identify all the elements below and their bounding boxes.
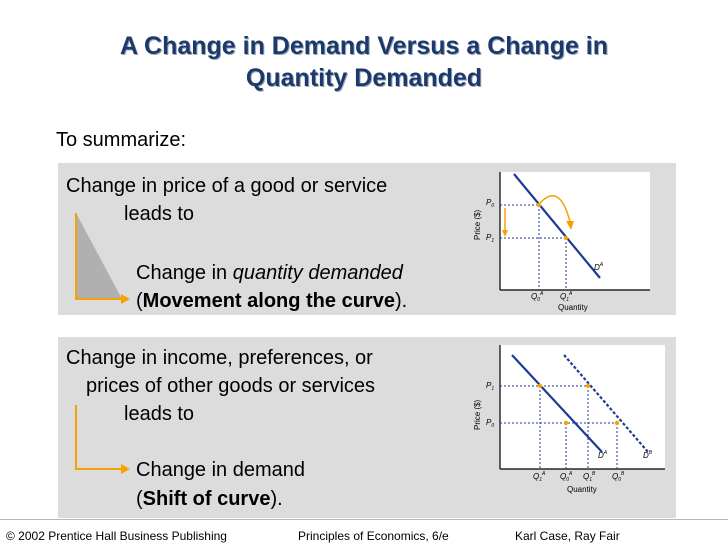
p1-line2: leads to	[124, 203, 195, 225]
panel2-drawing	[75, 405, 130, 474]
panel-movement-along-curve: Change in price of a good or service lea…	[58, 163, 676, 315]
p1-line1: Change in price of a good or service	[66, 175, 388, 197]
p2-paren-open: (	[136, 488, 143, 510]
p2-line1: Change in income, preferences, or	[66, 347, 373, 369]
p1-result: Change in quantity demanded	[136, 261, 403, 285]
p1-paren-bold: Movement along the curve	[142, 290, 395, 312]
p2-line2: prices of other goods or services	[86, 375, 376, 397]
slide-title: A Change in Demand Versus a Change in Qu…	[0, 30, 728, 94]
p1-paren: (Movement along the curve).	[136, 289, 407, 313]
p2-result: Change in demand	[136, 459, 306, 481]
p1-paren-open: (	[136, 290, 143, 312]
p2-paren: (Shift of curve).	[136, 487, 283, 511]
arrow-head-2	[121, 464, 130, 474]
panel-shift-of-curve: Change in income, preferences, or prices…	[58, 337, 676, 518]
p2-paren-close: ).	[270, 488, 283, 510]
footer-book: Principles of Economics, 6/e	[298, 529, 449, 543]
footer-publisher: © 2002 Prentice Hall Business Publishing	[6, 529, 227, 543]
title-line-2: Quantity Demanded	[245, 64, 483, 92]
leads-to-arrow	[75, 213, 124, 300]
summary-label: To summarize:	[56, 129, 187, 151]
p1-result-emph: quantity demanded	[232, 262, 403, 284]
arrow-head	[121, 294, 130, 304]
leads-to-arrow-2	[75, 405, 124, 470]
wedge-shape	[76, 213, 122, 299]
p1-result-prefix: Change in	[136, 262, 233, 284]
title-line-1: A Change in Demand Versus a Change in	[119, 32, 609, 60]
p2-line3: leads to	[124, 403, 195, 425]
slide-footer: © 2002 Prentice Hall Business Publishing…	[0, 519, 728, 547]
p2-paren-bold: Shift of curve	[142, 488, 271, 510]
panel1-drawing	[75, 213, 130, 304]
footer-authors: Karl Case, Ray Fair	[515, 529, 620, 543]
p1-paren-close: ).	[394, 290, 408, 312]
